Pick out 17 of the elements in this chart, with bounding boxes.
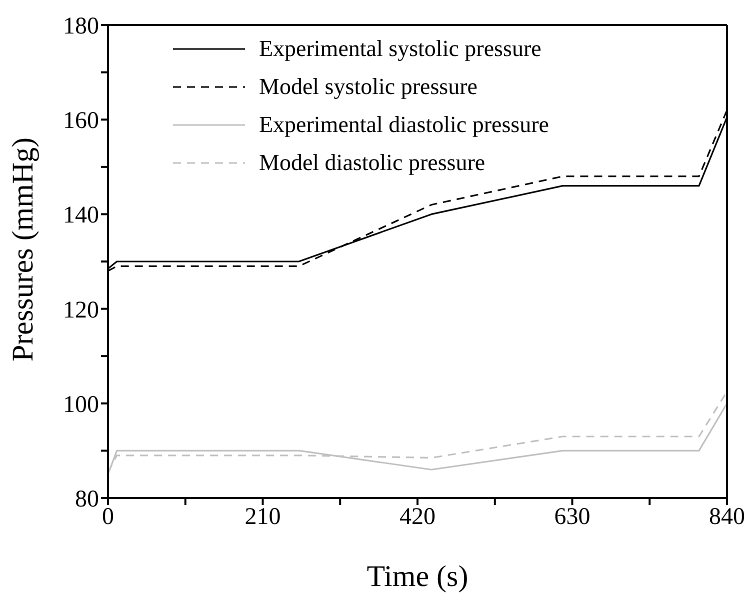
x-tick-label: 630 xyxy=(554,504,590,530)
y-axis-title: Pressures (mmHg) xyxy=(6,137,40,362)
legend-label: Model diastolic pressure xyxy=(259,149,486,177)
y-tick-label: 140 xyxy=(63,202,99,229)
x-axis-title: Time (s) xyxy=(366,560,468,593)
y-tick-label: 120 xyxy=(63,297,99,324)
legend-label: Experimental diastolic pressure xyxy=(259,111,549,139)
y-tick-label: 180 xyxy=(63,14,99,40)
y-tick-label: 100 xyxy=(63,392,99,418)
x-tick-label: 420 xyxy=(400,504,436,530)
x-tick-label: 0 xyxy=(102,504,114,530)
x-tick-label: 210 xyxy=(244,504,281,530)
legend-label: Model systolic pressure xyxy=(259,73,478,101)
legend-label: Experimental systolic pressure xyxy=(259,35,542,63)
y-tick-label: 160 xyxy=(63,108,99,134)
x-tick-label: 840 xyxy=(709,504,745,530)
y-tick-label: 80 xyxy=(75,486,99,513)
